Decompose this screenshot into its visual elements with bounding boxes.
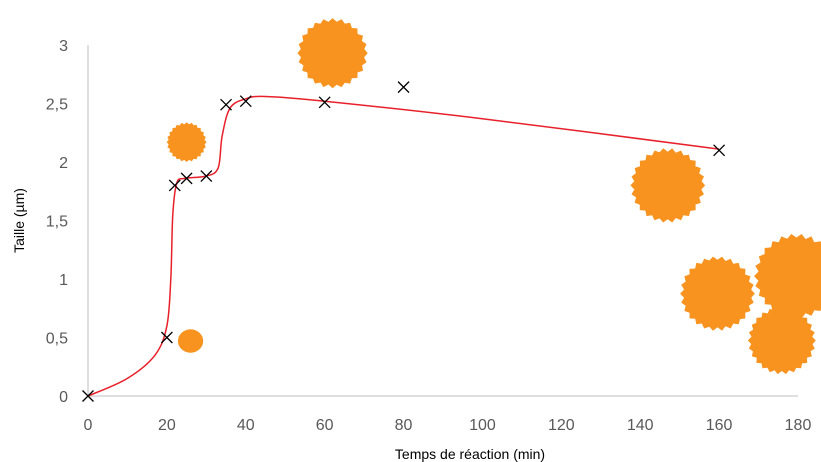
particle-cluster-part (680, 256, 755, 331)
y-tick-label: 1 (59, 272, 68, 289)
y-tick-labels: 0 0,5 1 1,5 2 2,5 3 (46, 38, 68, 406)
y-tick-label: 0 (59, 389, 68, 406)
x-tick-label: 180 (785, 417, 812, 434)
x-tick-label: 40 (237, 417, 255, 434)
y-tick-label: 0,5 (46, 331, 68, 348)
x-tick-label: 140 (627, 417, 654, 434)
y-axis-title: Taille (µm) (11, 188, 27, 253)
x-tick-label: 160 (706, 417, 733, 434)
x-tick-label: 20 (158, 417, 176, 434)
trend-curve (87, 95, 720, 397)
data-point (200, 170, 213, 182)
particle-spiky (297, 18, 368, 89)
y-tick-label: 3 (59, 38, 68, 55)
x-tick-label: 120 (548, 417, 575, 434)
y-tick-label: 1,5 (46, 214, 68, 231)
x-tick-label: 100 (469, 417, 496, 434)
particle-cluster-part (630, 148, 706, 223)
particle-cluster-part (754, 234, 821, 319)
data-point (318, 96, 331, 109)
axes (87, 45, 798, 397)
x-axis-title: Temps de réaction (min) (395, 446, 545, 462)
particle-cluster (630, 148, 821, 375)
data-point (397, 81, 410, 94)
data-point (168, 179, 181, 192)
data-point (160, 331, 173, 344)
data-point (220, 98, 233, 111)
data-point (239, 95, 252, 108)
y-tick-label: 2,5 (46, 97, 68, 114)
particle-spiky (166, 122, 207, 162)
data-point (82, 390, 94, 402)
particle-illustrations (166, 18, 821, 375)
data-point (180, 172, 193, 185)
particle-cluster-part (747, 306, 816, 375)
x-tick-label: 80 (395, 417, 413, 434)
x-tick-labels: 0 20 40 60 80 100 120 140 160 180 (84, 417, 812, 434)
x-tick-label: 0 (84, 417, 93, 434)
x-tick-label: 60 (316, 417, 334, 434)
particle-smooth (177, 329, 204, 353)
y-tick-label: 2 (59, 155, 68, 172)
data-point (713, 144, 726, 157)
data-markers (82, 81, 726, 402)
